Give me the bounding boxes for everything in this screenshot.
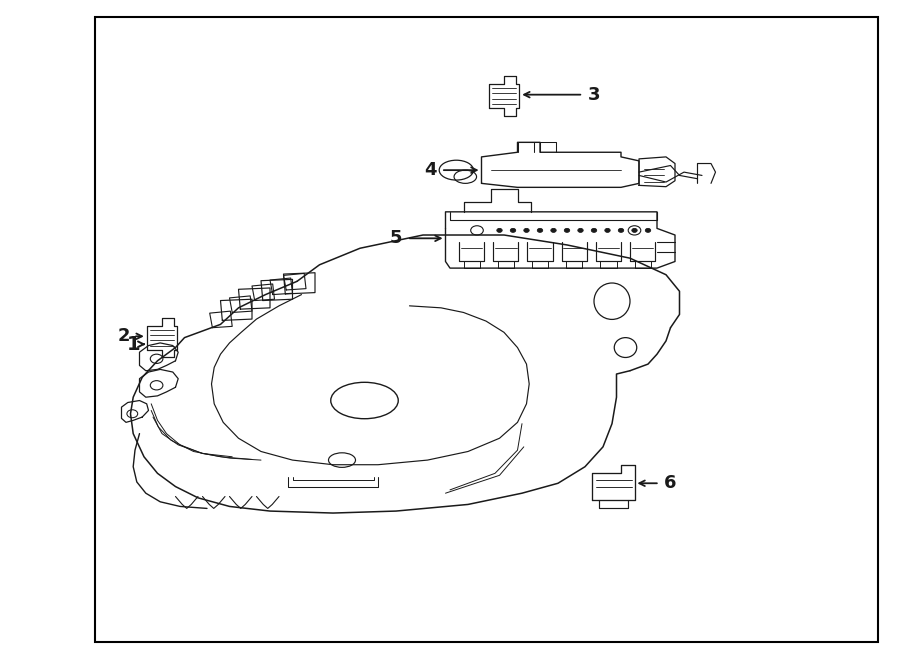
Text: 2: 2 [118, 327, 130, 346]
Circle shape [564, 228, 570, 232]
Circle shape [510, 228, 516, 232]
Circle shape [591, 228, 597, 232]
Circle shape [497, 228, 502, 232]
Circle shape [632, 228, 637, 232]
Circle shape [524, 228, 529, 232]
Bar [94, 17, 878, 642]
Text: 4: 4 [424, 161, 436, 179]
Circle shape [578, 228, 583, 232]
Circle shape [551, 228, 556, 232]
Circle shape [645, 228, 651, 232]
Text: 1: 1 [126, 335, 140, 354]
Text: 6: 6 [664, 474, 677, 493]
Circle shape [537, 228, 543, 232]
Text: 3: 3 [588, 85, 600, 104]
Circle shape [605, 228, 610, 232]
Circle shape [618, 228, 624, 232]
Text: 5: 5 [390, 229, 402, 248]
